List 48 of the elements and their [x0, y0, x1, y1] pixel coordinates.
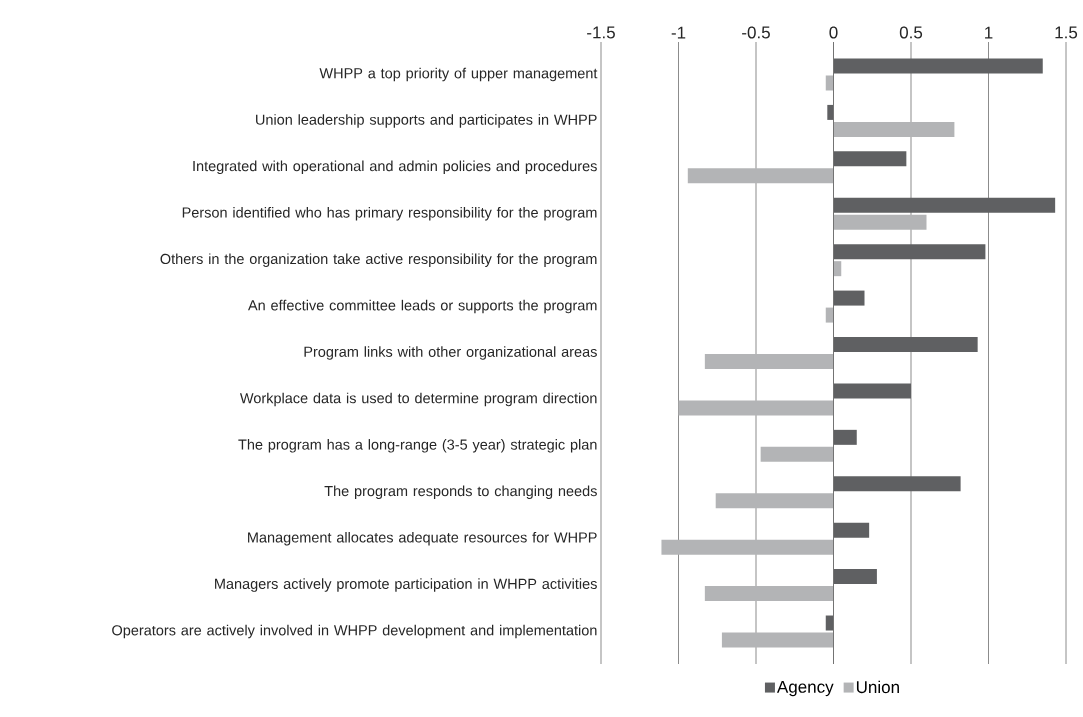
y-tick-label: Union leadership supports and participates in WHPP: [256, 114, 597, 128]
y-tick-label: The program responds to changing needs: [324, 485, 597, 500]
x-tick-label: 0: [829, 26, 838, 39]
bar: [721, 632, 834, 648]
y-tick-label: Program links with other organizational areas: [304, 346, 597, 360]
bar: [825, 307, 834, 323]
bar: [833, 569, 877, 585]
bar: [833, 261, 842, 277]
bar: [833, 244, 986, 260]
bar: [833, 522, 870, 538]
y-tick-label: Workplace data is used to determine program direction: [239, 392, 597, 407]
bar: [704, 586, 834, 602]
bar: [760, 446, 834, 462]
x-tick-label: -0.5: [742, 26, 770, 39]
bar: [678, 400, 834, 416]
y-tick-label: Others in the organization take active responsibility for the program: [160, 253, 597, 267]
bar: [833, 197, 1056, 213]
legend-label: Union: [856, 680, 899, 694]
bar: [833, 151, 907, 167]
bar: [833, 337, 978, 352]
x-tick-label: 1: [985, 26, 993, 39]
bar: [833, 58, 1043, 74]
y-tick-label: Managers actively promote participation in WHPP activities: [215, 578, 597, 592]
legend-label: Agency: [776, 680, 834, 697]
bar: [825, 75, 834, 91]
x-tick-label: 0.5: [899, 26, 923, 39]
bar: [833, 383, 911, 399]
bar: [833, 290, 865, 306]
y-tick-label: Operators are actively involved in WHPP development and implementation: [112, 624, 597, 639]
y-tick-label: Management allocates adequate resources for WHPP: [248, 531, 597, 546]
y-tick-label: Integrated with operational and admin policies and procedures: [193, 160, 597, 175]
y-tick-label: Person identified who has primary responsibility for the program: [182, 206, 597, 221]
bar: [825, 615, 834, 631]
bar: [687, 168, 834, 184]
bar: [833, 121, 955, 137]
x-tick-label: 1.5: [1055, 26, 1078, 39]
y-tick-label: An effective committee leads or supports the program: [247, 299, 597, 314]
bar: [833, 476, 961, 492]
y-tick-label: The program has a long-range (3-5 year) strategic plan: [238, 439, 597, 453]
x-tick-label: -1: [671, 26, 686, 39]
bar: [833, 214, 927, 230]
x-tick-label: -1.5: [587, 26, 615, 39]
y-tick-label: WHPP a top priority of upper management: [319, 67, 598, 82]
bar: [827, 104, 834, 120]
bar: [715, 493, 834, 509]
bar: [704, 354, 834, 369]
bar: [661, 539, 834, 555]
bar: [833, 429, 857, 445]
